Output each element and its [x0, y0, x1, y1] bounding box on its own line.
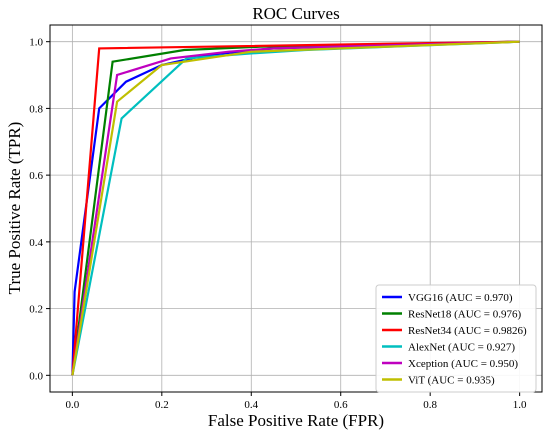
- x-tick-label: 0.8: [423, 399, 437, 411]
- series-line-3: [71, 40, 520, 376]
- y-tick-label: 0.8: [29, 103, 43, 115]
- y-tick-label: 0.2: [29, 304, 43, 316]
- legend-label: ResNet34 (AUC = 0.9826): [408, 325, 527, 337]
- y-axis-label: True Positive Rate (TPR): [5, 122, 24, 295]
- plot-frame: [49, 24, 543, 393]
- chart-title: ROC Curves: [252, 4, 339, 23]
- series-line-6: [71, 40, 520, 376]
- x-tick-label: 0.2: [155, 399, 169, 411]
- legend-label: ResNet18 (AUC = 0.976): [408, 309, 521, 321]
- y-tick-label: 0.6: [29, 170, 43, 182]
- y-tick-label: 1.0: [29, 37, 43, 49]
- x-tick-label: 0.6: [334, 399, 348, 411]
- y-tick-label: 0.0: [29, 370, 43, 382]
- y-tick-label: 0.4: [29, 237, 43, 249]
- series-line-5: [71, 40, 520, 376]
- legend-box: [375, 284, 537, 393]
- legend-label: Xception (AUC = 0.950): [408, 358, 518, 370]
- x-tick-label: 0.4: [244, 399, 258, 411]
- legend: VGG16 (AUC = 0.970) ResNet18 (AUC = 0.976…: [375, 284, 537, 393]
- legend-label: AlexNet (AUC = 0.927): [408, 342, 515, 354]
- x-tick-label: 1.0: [513, 399, 527, 411]
- x-tick-label: 0.0: [65, 399, 79, 411]
- series-layer: [71, 40, 520, 376]
- x-axis-label: False Positive Rate (FPR): [208, 411, 384, 430]
- legend-label: VGG16 (AUC = 0.970): [408, 292, 513, 304]
- tick-layer: 0.0 0.2 0.4 0.6 0.8 1.0 0.0 0.2 0.4 0.6 0.8 1.0: [29, 37, 527, 411]
- legend-label: ViT (AUC = 0.935): [408, 375, 495, 387]
